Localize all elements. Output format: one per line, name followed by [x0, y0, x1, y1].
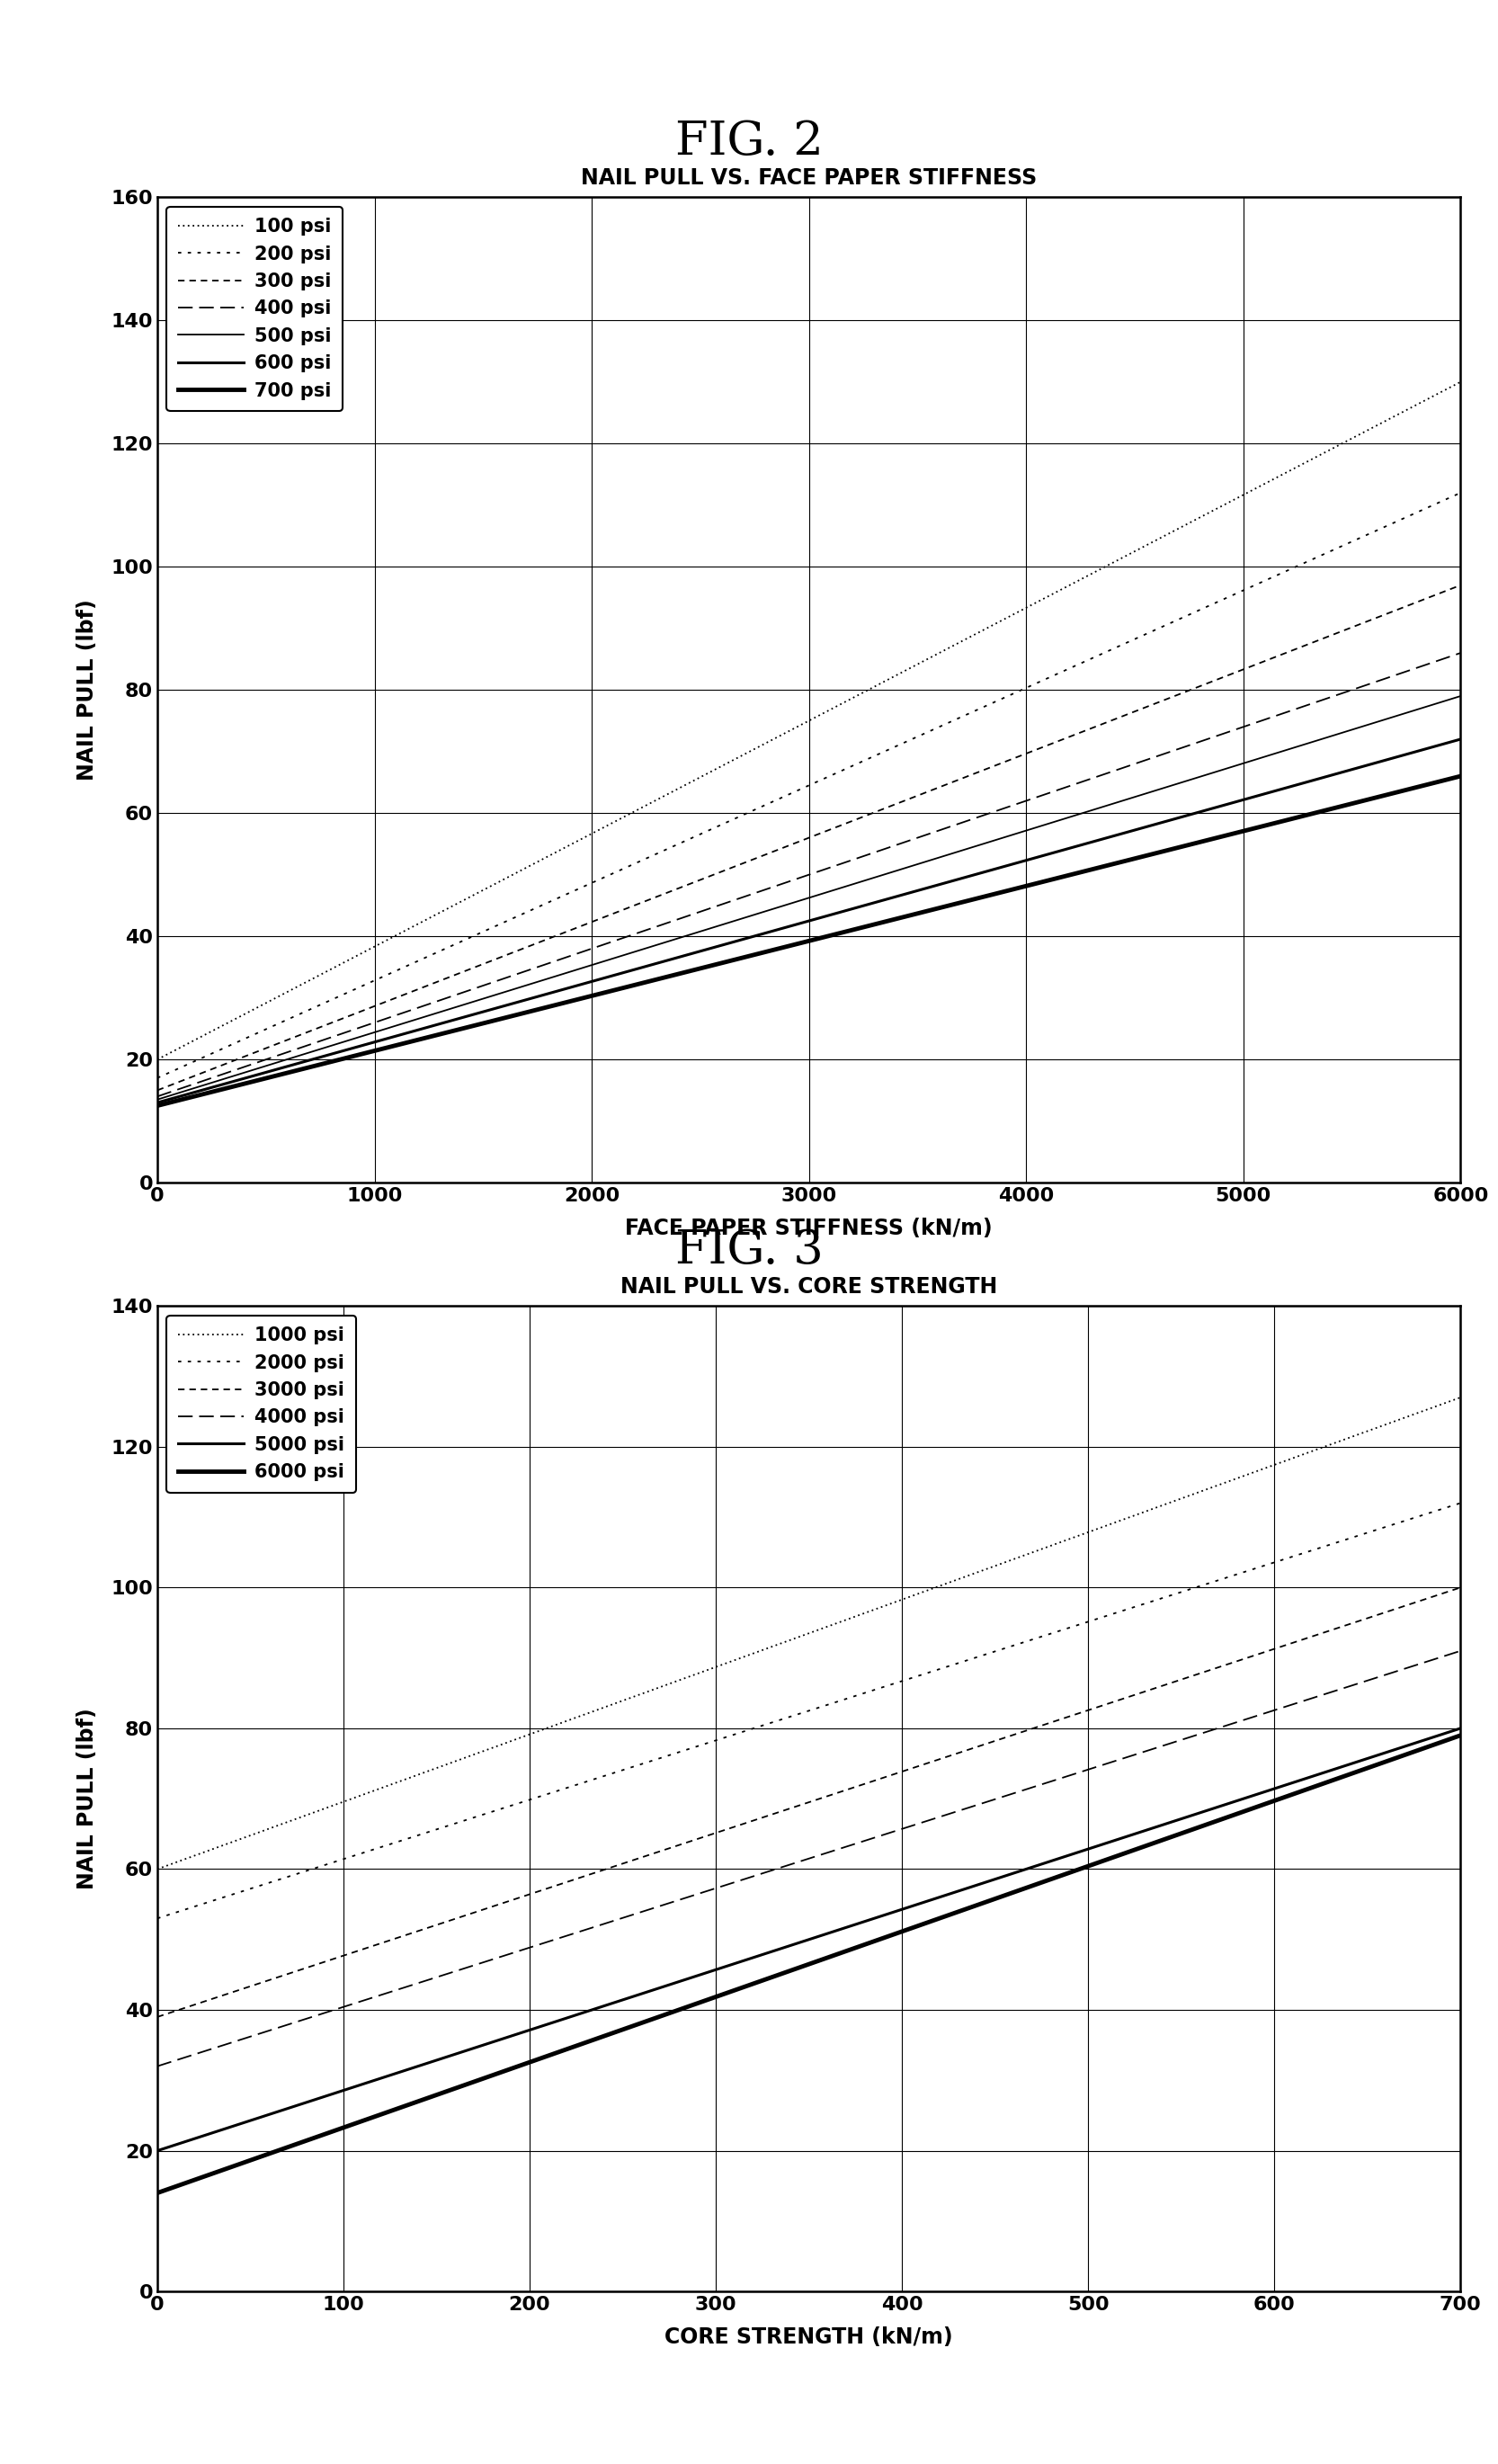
Y-axis label: NAIL PULL (lbf): NAIL PULL (lbf)	[76, 599, 99, 781]
Title: NAIL PULL VS. FACE PAPER STIFFNESS: NAIL PULL VS. FACE PAPER STIFFNESS	[581, 168, 1037, 190]
Legend: 1000 psi, 2000 psi, 3000 psi, 4000 psi, 5000 psi, 6000 psi: 1000 psi, 2000 psi, 3000 psi, 4000 psi, …	[166, 1316, 357, 1493]
X-axis label: CORE STRENGTH (kN/m): CORE STRENGTH (kN/m)	[665, 2326, 953, 2348]
Title: NAIL PULL VS. CORE STRENGTH: NAIL PULL VS. CORE STRENGTH	[620, 1276, 998, 1299]
Text: FIG. 2: FIG. 2	[676, 118, 822, 165]
Legend: 100 psi, 200 psi, 300 psi, 400 psi, 500 psi, 600 psi, 700 psi: 100 psi, 200 psi, 300 psi, 400 psi, 500 …	[166, 207, 343, 411]
Y-axis label: NAIL PULL (lbf): NAIL PULL (lbf)	[76, 1708, 99, 1890]
Text: FIG. 3: FIG. 3	[676, 1227, 822, 1274]
X-axis label: FACE PAPER STIFFNESS (kN/m): FACE PAPER STIFFNESS (kN/m)	[625, 1217, 993, 1239]
